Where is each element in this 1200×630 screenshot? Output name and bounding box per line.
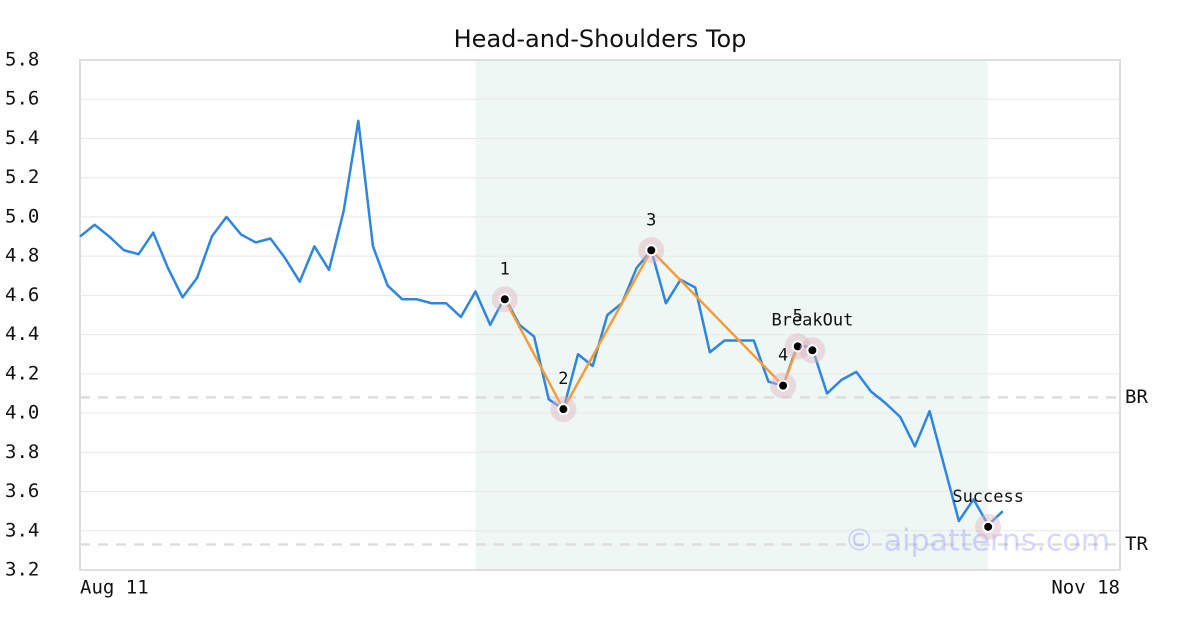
y-tick-label: 4.6	[5, 284, 39, 306]
y-tick-label: 4.8	[5, 245, 39, 267]
marker-dot	[557, 403, 570, 416]
marker-dot	[777, 379, 790, 392]
annotation-label: Success	[952, 487, 1024, 507]
y-tick-label: 3.2	[5, 559, 39, 581]
y-tick-label: 3.8	[5, 441, 39, 463]
chart-title: Head-and-Shoulders Top	[454, 25, 747, 53]
y-tick-label: 3.6	[5, 480, 39, 502]
y-tick-label: 5.6	[5, 88, 39, 110]
pattern-label: 1	[500, 259, 510, 279]
reference-label: BR	[1125, 386, 1148, 408]
marker-dot	[806, 344, 819, 357]
y-tick-label: 5.4	[5, 127, 39, 149]
pattern-label: 4	[778, 346, 788, 366]
y-tick-label: 4.2	[5, 362, 39, 384]
y-tick-label: 5.8	[5, 49, 39, 71]
marker-dot	[982, 520, 995, 533]
y-tick-label: 5.2	[5, 166, 39, 188]
y-tick-label: 3.4	[5, 519, 39, 541]
plot-frame	[79, 59, 1121, 571]
marker-dot	[645, 244, 658, 257]
pattern-label: 2	[558, 369, 568, 389]
pattern-region	[475, 60, 989, 570]
y-tick-label: 4.0	[5, 402, 39, 424]
reference-label: TR	[1125, 533, 1148, 555]
annotation-label: BreakOut	[771, 310, 853, 330]
x-tick-label: Nov 18	[1051, 577, 1120, 599]
marker-dot	[791, 340, 804, 353]
marker-dot	[498, 293, 511, 306]
x-tick-label: Aug 11	[80, 577, 149, 599]
watermark: © aipatterns.com	[844, 524, 1110, 559]
pattern-label: 3	[646, 210, 656, 230]
y-tick-label: 5.0	[5, 205, 39, 227]
y-tick-label: 4.4	[5, 323, 39, 345]
pattern-label: 5	[793, 306, 803, 326]
